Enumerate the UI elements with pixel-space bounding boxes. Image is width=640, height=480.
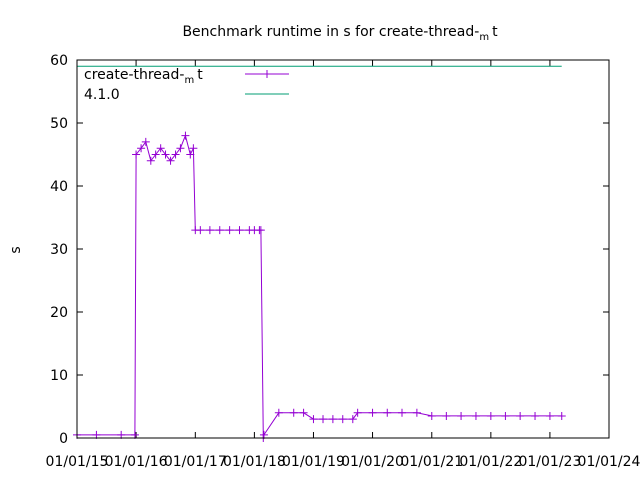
y-axis-label: s — [8, 246, 24, 253]
series-0-point-10 — [161, 150, 170, 159]
series-0-point-37 — [353, 408, 362, 417]
series-line-0 — [77, 133, 562, 439]
legend-label-create-thread-mt: create-thread-m t — [84, 67, 203, 86]
x-tick-label-6: 01/01/21 — [400, 454, 463, 470]
series-0-point-20 — [215, 226, 224, 235]
series-0-point-45 — [471, 411, 480, 420]
y-tick-labels: 0 10 20 30 40 50 60 — [50, 53, 68, 447]
series-0-point-41 — [412, 408, 421, 417]
x-tick-label-5: 01/01/20 — [341, 454, 404, 470]
series-0-point-26 — [256, 226, 265, 235]
legend-marker-0 — [263, 70, 271, 78]
series-0-point-22 — [235, 226, 244, 235]
legend: create-thread-m t 4.1.0 — [84, 67, 289, 103]
series-0-point-51 — [557, 411, 566, 420]
y-tick-label-4: 40 — [50, 179, 68, 195]
x-tick-label-0: 01/01/15 — [46, 454, 109, 470]
x-tick-labels: 01/01/1501/01/1601/01/1701/01/1801/01/19… — [46, 454, 640, 470]
series-0-point-32 — [309, 415, 318, 424]
chart-title-main: Benchmark runtime in s for create-thread… — [182, 24, 479, 40]
y-tick-label-3: 30 — [50, 242, 68, 258]
tick-marks — [76, 59, 610, 439]
x-tick-label-1: 01/01/16 — [105, 454, 168, 470]
series-0-point-35 — [338, 415, 347, 424]
series-0-point-29 — [274, 408, 283, 417]
series-0-point-49 — [531, 411, 540, 420]
series-0-point-39 — [383, 408, 392, 417]
chart-title-end: t — [492, 24, 498, 40]
legend-series1-end: t — [197, 67, 203, 83]
series-0-point-42 — [427, 411, 436, 420]
series-0-point-12 — [171, 150, 180, 159]
series-0-point-48 — [516, 411, 525, 420]
legend-label-4-1-0: 4.1.0 — [84, 87, 120, 103]
legend-series1-sub: m — [184, 75, 194, 86]
series-0-point-13 — [176, 144, 185, 153]
series-0-point-16 — [189, 144, 198, 153]
series-0-point-9 — [156, 144, 165, 153]
series-0-point-36 — [348, 415, 357, 424]
plot-frame — [76, 59, 610, 439]
chart-title: Benchmark runtime in s for create-thread… — [182, 24, 498, 43]
series-0-point-14 — [181, 131, 190, 140]
series-0-point-31 — [299, 408, 308, 417]
y-tick-label-5: 50 — [50, 116, 68, 132]
series-0-point-8 — [151, 150, 160, 159]
x-tick-label-8: 01/01/23 — [518, 454, 581, 470]
y-tick-label-0: 0 — [59, 431, 68, 447]
series-0-point-30 — [289, 408, 298, 417]
series-0-point-4 — [132, 150, 141, 159]
series-lines — [73, 65, 566, 442]
x-tick-label-9: 01/01/24 — [578, 454, 640, 470]
series-0-point-19 — [205, 226, 214, 235]
y-tick-label-2: 20 — [50, 305, 68, 321]
x-tick-label-4: 01/01/19 — [282, 454, 345, 470]
legend-series1-main: create-thread- — [84, 67, 184, 83]
series-0-point-11 — [166, 156, 175, 165]
series-0-point-18 — [196, 226, 205, 235]
series-0-point-43 — [442, 411, 451, 420]
chart-title-sub: m — [479, 32, 489, 43]
series-0-point-5 — [137, 144, 146, 153]
series-0-point-33 — [319, 415, 328, 424]
series-0-point-50 — [545, 411, 554, 420]
series-0-point-21 — [225, 226, 234, 235]
series-0-point-40 — [397, 408, 406, 417]
series-0-point-47 — [501, 411, 510, 420]
series-0-point-7 — [146, 156, 155, 165]
series-0-point-34 — [328, 415, 337, 424]
series-0-point-38 — [368, 408, 377, 417]
y-tick-label-1: 10 — [50, 368, 68, 384]
series-0-point-15 — [186, 150, 195, 159]
y-tick-label-6: 60 — [50, 53, 68, 69]
series-0-point-6 — [141, 137, 150, 146]
x-tick-label-3: 01/01/18 — [223, 454, 286, 470]
x-tick-label-7: 01/01/22 — [459, 454, 522, 470]
series-0-point-44 — [457, 411, 466, 420]
x-tick-label-2: 01/01/17 — [164, 454, 227, 470]
series-0-point-46 — [486, 411, 495, 420]
